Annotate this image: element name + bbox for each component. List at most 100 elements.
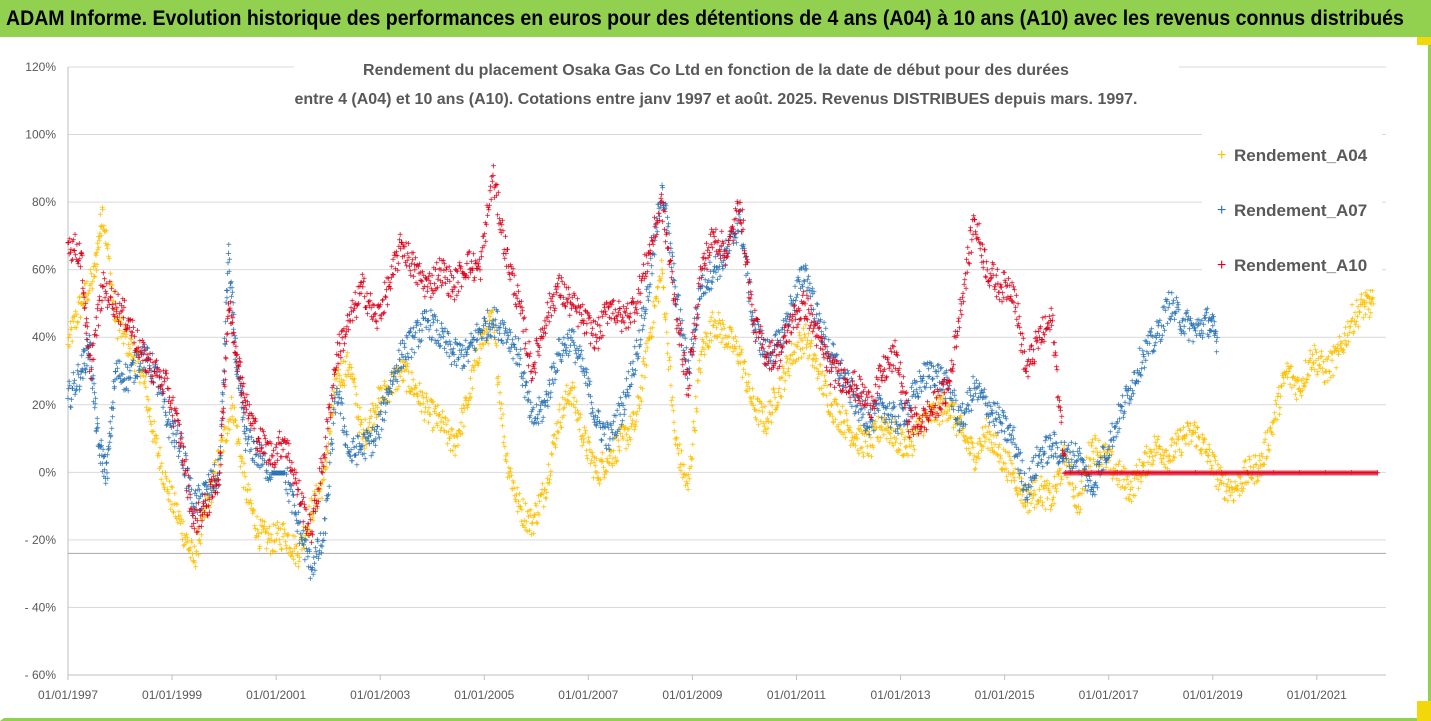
fill-point: + — [485, 339, 491, 350]
fill-point: + — [196, 551, 202, 562]
fill-point: + — [540, 480, 546, 491]
fill-point: + — [536, 510, 542, 521]
fill-point: + — [688, 462, 694, 473]
fill-point: + — [458, 418, 464, 429]
fill-point: + — [109, 424, 115, 435]
fill-point: + — [775, 398, 781, 409]
fill-point: + — [172, 513, 178, 524]
fill-point: + — [577, 413, 583, 424]
fill-point: + — [599, 457, 605, 468]
fill-point: + — [354, 461, 360, 472]
fill-point: + — [255, 532, 261, 543]
fill-point: + — [553, 443, 559, 454]
fill-point: + — [806, 330, 812, 341]
fill-point: + — [515, 508, 521, 519]
fill-point: + — [339, 399, 345, 410]
fill-point: + — [115, 334, 121, 345]
fill-point: + — [478, 330, 484, 341]
fill-point: + — [735, 357, 741, 368]
fill-point: + — [72, 323, 78, 334]
data-point: + — [191, 555, 197, 567]
y-tick-label: 120% — [25, 60, 56, 74]
fill-point: + — [382, 377, 388, 388]
fill-point: + — [313, 481, 319, 492]
fill-point: + — [253, 533, 259, 544]
fill-point: + — [335, 385, 341, 396]
fill-point: + — [604, 468, 610, 479]
data-point: + — [594, 467, 600, 479]
fill-point: + — [66, 342, 72, 353]
y-tick-label: 0% — [39, 465, 57, 479]
fill-point: + — [220, 434, 226, 445]
fill-point: + — [571, 394, 577, 405]
fill-point: + — [248, 496, 254, 507]
fill-point: + — [598, 475, 604, 486]
fill-point: + — [444, 428, 450, 439]
fill-point: + — [162, 468, 168, 479]
fill-point: + — [514, 490, 520, 501]
fill-point: + — [237, 358, 243, 369]
fill-point: + — [259, 528, 265, 539]
gridlines — [68, 66, 1386, 608]
fill-point: + — [447, 434, 453, 445]
fill-point: + — [210, 486, 216, 497]
fill-point: + — [539, 490, 545, 501]
fill-point: + — [534, 518, 540, 529]
fill-point: + — [292, 532, 298, 543]
fill-point: + — [290, 548, 296, 559]
data-point: + — [412, 383, 418, 395]
fill-point: + — [548, 467, 554, 478]
fill-point: + — [466, 396, 472, 407]
fill-point: + — [631, 425, 637, 436]
fill-point: + — [793, 356, 799, 367]
fill-point: + — [517, 503, 523, 514]
fill-point: + — [465, 357, 471, 368]
fill-point: + — [608, 446, 614, 457]
fill-point: + — [563, 399, 569, 410]
fill-point: + — [721, 324, 727, 335]
fill-point: + — [166, 489, 172, 500]
fill-point: + — [463, 396, 469, 407]
fill-point: + — [662, 310, 668, 321]
fill-point: + — [384, 382, 390, 393]
fill-point: + — [203, 510, 209, 521]
fill-point: + — [700, 343, 706, 354]
fill-point: + — [666, 365, 672, 376]
fill-point: + — [324, 446, 330, 457]
fill-point: + — [418, 407, 424, 418]
fill-point: + — [363, 440, 369, 451]
fill-point: + — [294, 542, 300, 553]
fill-point: + — [597, 456, 603, 467]
fill-point: + — [146, 406, 152, 417]
fill-point: + — [528, 530, 534, 541]
fill-point: + — [579, 442, 585, 453]
fill-point: + — [236, 435, 242, 446]
fill-point: + — [592, 461, 598, 472]
fill-point: + — [398, 357, 404, 368]
fill-point: + — [450, 447, 456, 458]
fill-point: + — [825, 401, 831, 412]
fill-point: + — [811, 350, 817, 361]
fill-point: + — [695, 377, 701, 388]
x-tick-label: 01/01/2017 — [1079, 688, 1139, 702]
fill-point: + — [602, 470, 608, 481]
fill-point: + — [550, 432, 556, 443]
fill-point: + — [633, 366, 639, 377]
fill-point: + — [322, 463, 328, 474]
fill-point: + — [594, 454, 600, 465]
fill-point: + — [365, 433, 371, 444]
fill-point: + — [392, 372, 398, 383]
fill-point: + — [395, 363, 401, 374]
fill-point: + — [731, 344, 737, 355]
fill-point: + — [807, 339, 813, 350]
fill-point: + — [127, 344, 133, 355]
data-point: + — [230, 400, 236, 412]
fill-point: + — [622, 424, 628, 435]
fill-point: + — [183, 534, 189, 545]
fill-point: + — [613, 433, 619, 444]
fill-point: + — [77, 262, 83, 273]
fill-point: + — [342, 357, 348, 368]
fill-point: + — [269, 547, 275, 558]
fill-point: + — [356, 413, 362, 424]
fill-point: + — [167, 497, 173, 508]
